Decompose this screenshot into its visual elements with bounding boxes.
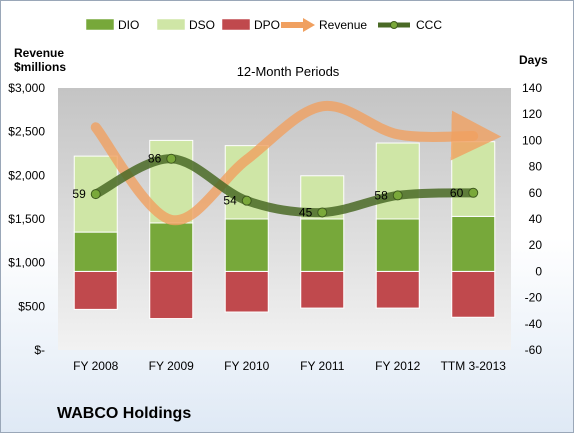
bar-dio xyxy=(300,218,345,272)
bar-dpo xyxy=(375,270,420,309)
bar-dio xyxy=(73,231,118,272)
legend-arrowhead xyxy=(303,18,315,32)
bar-dio xyxy=(451,215,496,272)
x-axis-labels: FY 2008 FY 2009 FY 2010 FY 2011 FY 2012 TTM 3… xyxy=(73,359,506,373)
right-tick-label: 100 xyxy=(522,133,542,147)
right-tick-label: -60 xyxy=(525,343,543,357)
right-tick-label: -40 xyxy=(525,317,543,331)
legend-swatch xyxy=(85,18,115,31)
ccc-data-label: 86 xyxy=(148,152,162,166)
legend-label: Revenue xyxy=(319,18,367,32)
bar-dso xyxy=(451,141,496,217)
ccc-point xyxy=(166,153,177,164)
legend: DIO DSO DPO Revenue CCC xyxy=(85,18,442,32)
left-tick-label: $2,000 xyxy=(8,168,45,182)
left-tick-label: $500 xyxy=(18,299,45,313)
right-axis-title: Days xyxy=(519,53,548,67)
left-axis-title-line1: Revenue xyxy=(14,46,64,60)
legend-swatch xyxy=(221,18,251,31)
left-tick-label: $- xyxy=(34,343,45,357)
bar-dso xyxy=(375,142,420,220)
right-tick-label: 20 xyxy=(529,238,543,252)
right-tick-label: -20 xyxy=(525,291,543,305)
bar-dpo xyxy=(149,270,194,320)
ccc-data-label: 59 xyxy=(72,187,86,201)
x-tick-label: FY 2008 xyxy=(73,359,118,373)
right-axis-ticks: -60 -40 -20 0 20 40 60 80 100 120 140 xyxy=(522,81,542,357)
legend-label: DSO xyxy=(189,18,215,32)
left-tick-label: $2,500 xyxy=(8,125,45,139)
chart-subtitle: 12-Month Periods xyxy=(237,64,340,79)
ccc-point xyxy=(392,190,403,201)
ccc-data-label: 45 xyxy=(299,205,313,219)
revenue-layer xyxy=(90,100,502,226)
bar-dpo xyxy=(224,270,269,313)
left-axis-title-line2: $millions xyxy=(14,60,66,74)
right-tick-label: 60 xyxy=(529,186,543,200)
bar-dpo xyxy=(451,270,496,318)
ccc-point xyxy=(90,189,101,200)
right-tick-label: 140 xyxy=(522,81,542,95)
bar-dio xyxy=(375,218,420,272)
right-tick-label: 120 xyxy=(522,107,542,121)
right-tick-label: 40 xyxy=(529,212,543,226)
company-name: WABCO Holdings xyxy=(57,405,192,422)
bar-dpo xyxy=(300,270,345,309)
ccc-data-label: 58 xyxy=(374,188,388,202)
ccc-point xyxy=(241,195,252,206)
bar-dio xyxy=(224,218,269,272)
legend-label: CCC xyxy=(416,18,442,32)
legend-label: DPO xyxy=(254,18,280,32)
right-tick-label: 0 xyxy=(535,264,542,278)
x-tick-label: FY 2012 xyxy=(375,359,420,373)
left-tick-label: $3,000 xyxy=(8,81,45,95)
bar-dpo xyxy=(73,270,118,310)
ccc-layer: 59 86 54 45 58 60 xyxy=(72,152,479,219)
bars xyxy=(73,139,496,320)
x-tick-label: FY 2011 xyxy=(300,359,345,373)
x-tick-label: FY 2009 xyxy=(149,359,194,373)
ccc-data-label: 60 xyxy=(450,186,464,200)
bar-dio xyxy=(149,222,194,272)
legend-swatch xyxy=(156,18,186,31)
revenue-arrow-line xyxy=(90,100,502,226)
x-tick-label: FY 2010 xyxy=(224,359,269,373)
left-axis-ticks: $- $500 $1,000 $1,500 $2,000 $2,500 $3,000 xyxy=(8,81,45,357)
left-tick-label: $1,500 xyxy=(8,212,45,226)
ccc-point xyxy=(317,207,328,218)
ccc-point xyxy=(468,187,479,198)
ccc-data-label: 54 xyxy=(223,194,237,208)
x-tick-label: TTM 3-2013 xyxy=(441,359,507,373)
legend-label: DIO xyxy=(118,18,139,32)
left-tick-label: $1,000 xyxy=(8,256,45,270)
right-tick-label: 80 xyxy=(529,160,543,174)
legend-marker xyxy=(390,21,398,29)
